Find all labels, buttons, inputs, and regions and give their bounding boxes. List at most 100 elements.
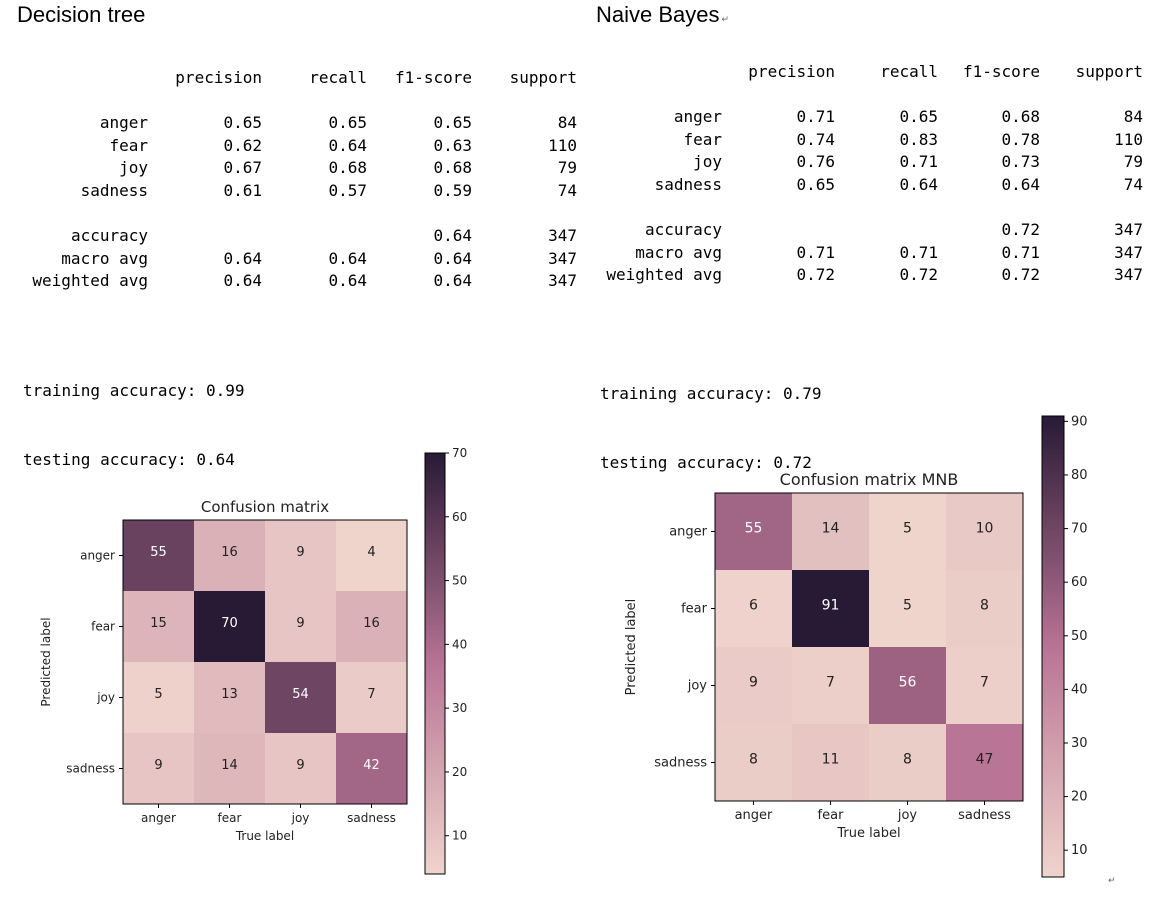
y-tick-label: anger [80, 549, 115, 563]
x-tick-label: fear [218, 811, 242, 825]
return-mark-icon: ↵ [721, 14, 730, 24]
cell-value-label: 16 [221, 545, 238, 560]
cell-value-label: 10 [976, 521, 994, 537]
row-label: macro avg [635, 242, 722, 262]
metric-value: 0.78 [1001, 129, 1040, 149]
heatmap-cell [869, 724, 946, 801]
heatmap-cell [946, 724, 1023, 801]
y-tick-label: joy [96, 691, 115, 705]
row-label: joy [693, 152, 722, 172]
cell-value-label: 55 [150, 545, 167, 560]
naive-bayes-report: precision recall f1-score support anger 0.71 0… [600, 61, 1144, 287]
cell-value-label: 9 [154, 758, 162, 773]
training-accuracy-text: training accuracy: 0.99 [23, 381, 245, 400]
chart-title: Confusion matrix MNB [780, 470, 959, 489]
cell-value-label: 9 [296, 545, 304, 560]
report-summary-row: weighted avg 0.64 0.64 0.64 347 [22, 270, 578, 293]
y-tick-label: fear [91, 620, 115, 634]
heatmap-cell [715, 570, 792, 647]
metric-value: 0.71 [899, 152, 938, 172]
y-tick-label: sadness [66, 762, 115, 776]
metric-value: 0.63 [433, 135, 472, 155]
row-label: anger [673, 107, 722, 127]
cell-value-label: 47 [976, 752, 994, 768]
metric-value: 0.65 [796, 174, 835, 194]
heatmap-cell [946, 493, 1023, 570]
heatmap-cell [123, 591, 194, 662]
colorbar-tick-label: 50 [452, 574, 467, 588]
column-header: support [1075, 62, 1143, 81]
row-label: weighted avg [32, 271, 148, 291]
metric-value: 0.65 [899, 107, 938, 127]
report-summary-row: weighted avg 0.72 0.72 0.72 347 [600, 264, 1144, 287]
metric-value: 0.64 [223, 248, 262, 268]
report-row: anger 0.71 0.65 0.68 84 [600, 106, 1144, 129]
row-label: sadness [654, 174, 722, 194]
report-header-row: precision recall f1-score support [600, 61, 1144, 84]
colorbar-tick-label: 40 [1071, 682, 1088, 697]
cell-value-label: 9 [296, 616, 304, 631]
x-tick-label: joy [897, 808, 918, 823]
report-summary-row: accuracy 0.64 347 [22, 225, 578, 248]
column-header: support [509, 68, 577, 87]
metric-value: 0.72 [1001, 220, 1040, 240]
confusion-matrix-0: 55 16 9 4 15 70 9 16 5 13 54 7 9 14 9 42 Confusion matri… [39, 446, 467, 875]
cell-value-label: 5 [154, 687, 162, 702]
row-label: anger [99, 113, 148, 133]
colorbar-tick-label: 40 [452, 637, 467, 651]
metric-value: 0.76 [796, 152, 835, 172]
column-header: recall [880, 62, 938, 81]
x-tick-label: sadness [958, 808, 1011, 823]
cell-value-label: 5 [903, 598, 912, 614]
metric-value: 347 [1114, 220, 1143, 240]
colorbar [1041, 415, 1065, 878]
colorbar-tick-label: 60 [452, 510, 467, 524]
heatmap-cell [194, 733, 265, 804]
metric-value: 0.68 [328, 158, 367, 178]
heatmap-cell [792, 493, 869, 570]
heatmap-cell [715, 724, 792, 801]
x-tick-label: fear [818, 808, 845, 823]
matrix-frame [714, 492, 1024, 802]
naive-bayes-heading: Naive Bayes ↵ [596, 2, 729, 28]
metric-value: 0.83 [899, 129, 938, 149]
report-row: sadness 0.61 0.57 0.59 74 [22, 180, 578, 203]
x-tick-label: anger [735, 808, 773, 823]
cell-value-label: 7 [367, 687, 375, 702]
colorbar-tick-label: 50 [1071, 629, 1088, 644]
heatmap-cell [946, 570, 1023, 647]
metric-value: 74 [1123, 174, 1143, 194]
column-header: f1-score [962, 62, 1040, 81]
naive-bayes-heading-text: Naive Bayes [596, 2, 720, 27]
metric-value: 0.59 [433, 180, 472, 200]
colorbar-tick-label: 70 [1071, 522, 1088, 537]
naive-bayes-accuracy-block: training accuracy: 0.79 testing accuracy… [600, 336, 822, 497]
cell-value-label: 7 [980, 675, 989, 691]
report-row: sadness 0.65 0.64 0.64 74 [600, 174, 1144, 197]
decision-tree-report: precision recall f1-score support anger 0.65 0… [22, 67, 578, 293]
metric-value: 0.67 [223, 158, 262, 178]
metric-value: 0.64 [328, 248, 367, 268]
metric-value: 0.68 [1001, 107, 1040, 127]
cell-value-label: 14 [221, 758, 238, 773]
confusion-matrix-1: 55 14 5 10 6 91 5 8 9 7 56 7 8 11 8 47 Confusion matrix … [624, 414, 1088, 878]
heatmap-cell [123, 520, 194, 591]
return-mark-icon: ↵ [1108, 876, 1116, 886]
metric-value: 0.64 [433, 226, 472, 246]
report-summary-row: macro avg 0.64 0.64 0.64 347 [22, 248, 578, 271]
x-tick-label: sadness [347, 811, 396, 825]
heatmap-cell [792, 570, 869, 647]
colorbar-tick-label: 20 [452, 765, 467, 779]
column-header: precision [175, 68, 262, 87]
metric-value: 84 [557, 113, 577, 133]
report-row: fear 0.62 0.64 0.63 110 [22, 135, 578, 158]
cell-value-label: 7 [826, 675, 835, 691]
cell-value-label: 8 [980, 598, 989, 614]
testing-accuracy-text: testing accuracy: 0.72 [600, 453, 812, 472]
metric-value: 0.57 [328, 180, 367, 200]
report-row: joy 0.67 0.68 0.68 79 [22, 157, 578, 180]
heatmap-cell [869, 493, 946, 570]
y-tick-label: anger [669, 525, 707, 540]
metric-value: 0.72 [796, 265, 835, 285]
cell-value-label: 9 [749, 675, 758, 691]
